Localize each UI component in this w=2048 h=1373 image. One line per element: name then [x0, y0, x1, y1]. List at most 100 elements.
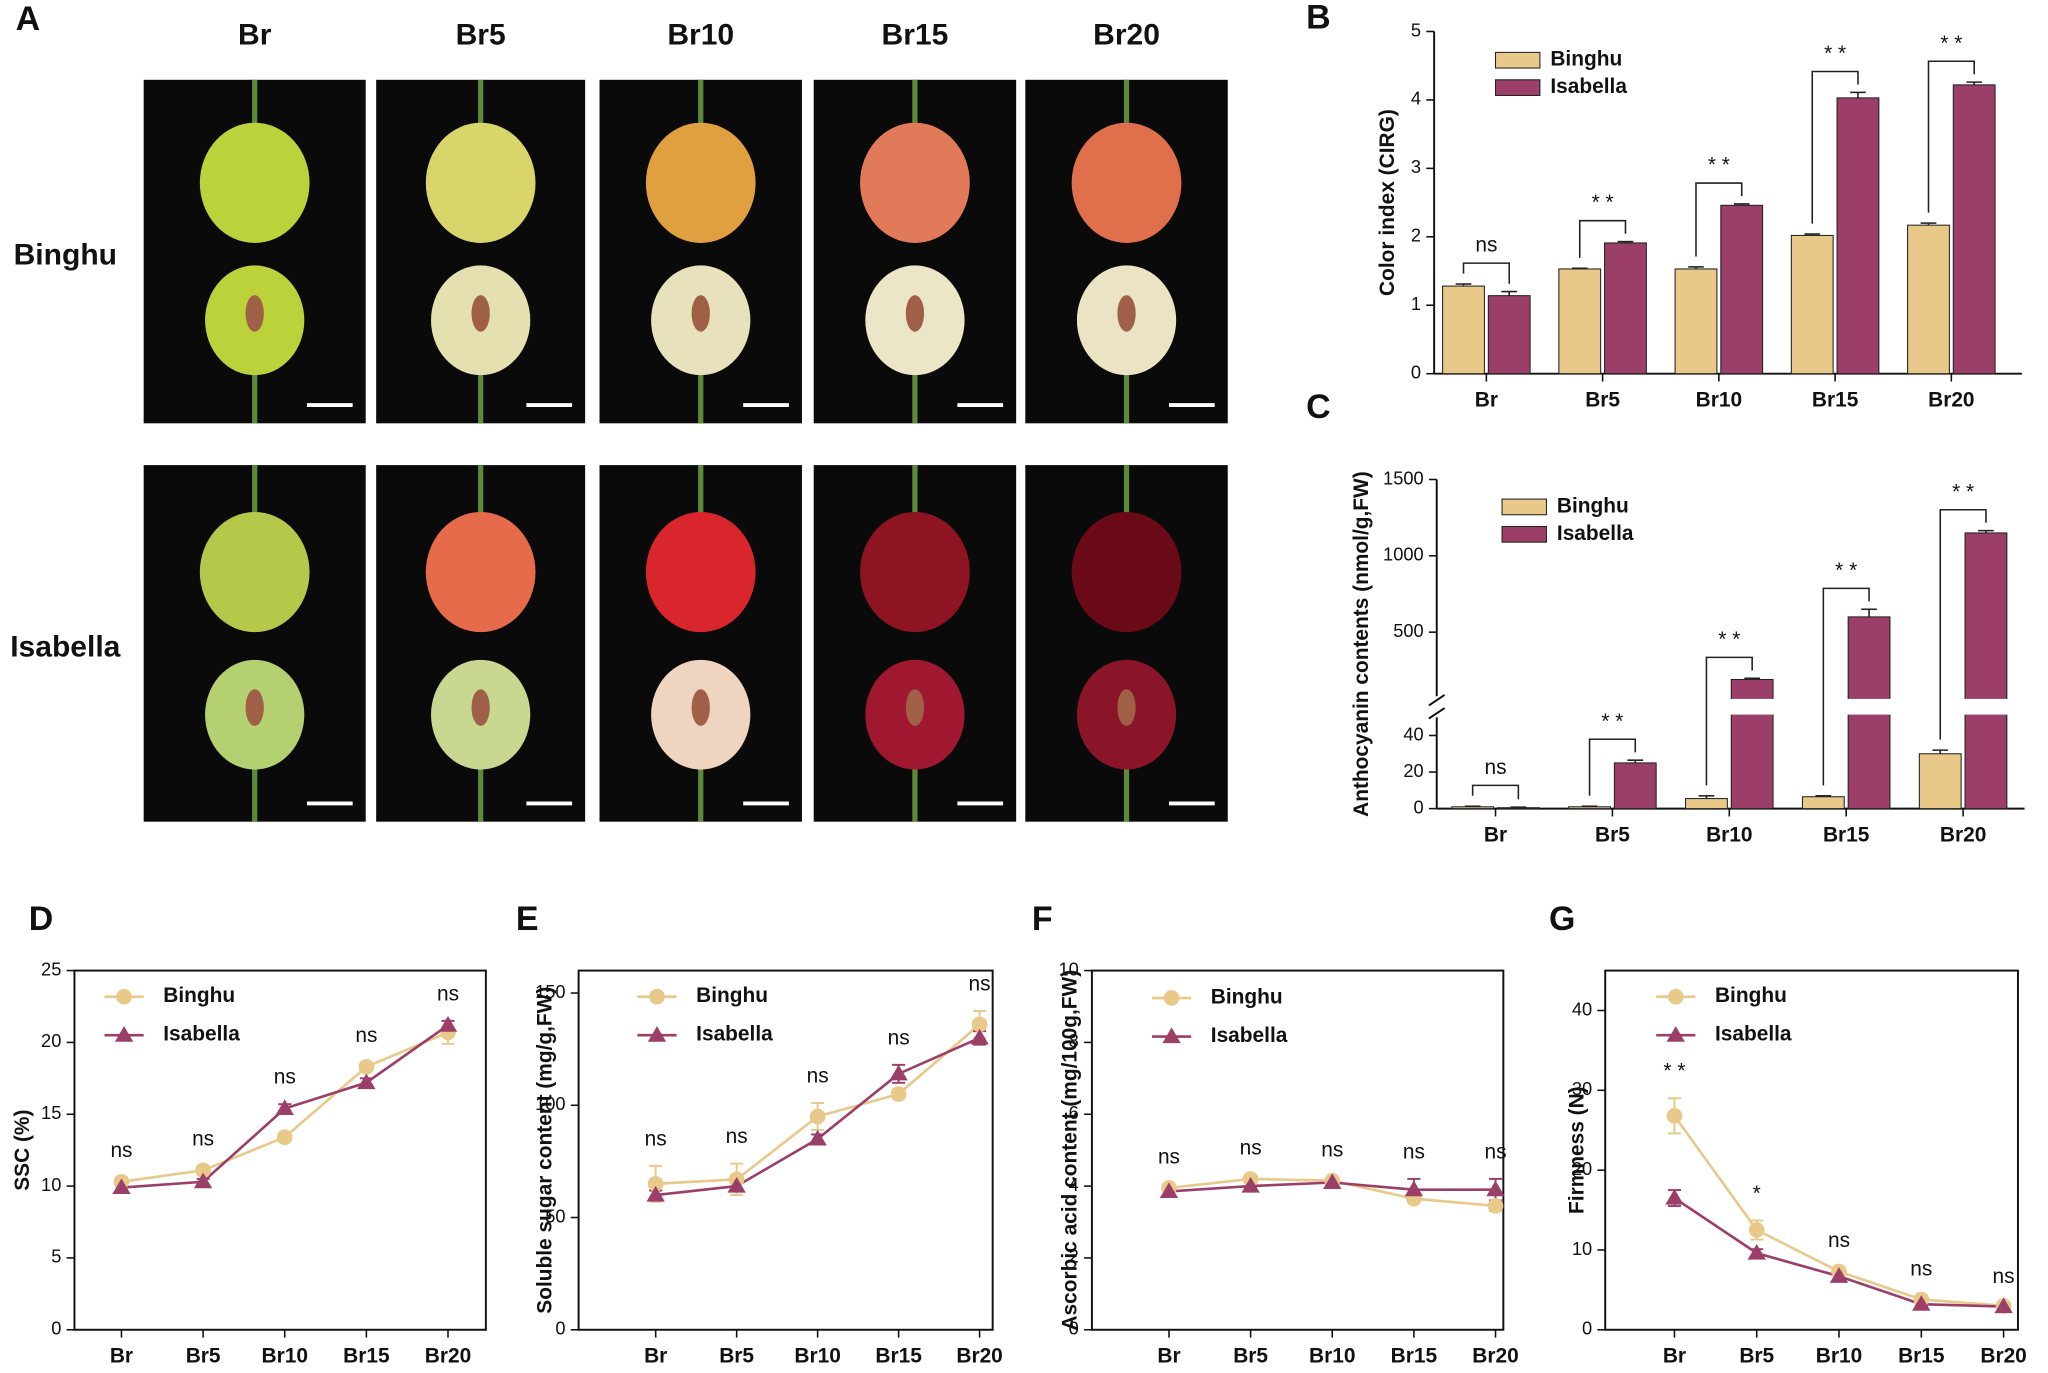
y-tick-label: 500 [1393, 620, 1423, 641]
x-tick-label: Br5 [1595, 824, 1630, 847]
error-bar [1733, 203, 1750, 206]
whole-fruit [425, 122, 536, 243]
panel-label: A [16, 0, 41, 38]
bar [1685, 798, 1728, 810]
x-tick-label: Br [110, 1345, 133, 1368]
pit [471, 295, 490, 332]
error-bar [1698, 795, 1715, 799]
data-point [971, 1016, 988, 1033]
bar [1836, 97, 1880, 375]
significance-label: * * [1940, 32, 1962, 55]
legend-swatch [1494, 79, 1541, 97]
error-bar [1510, 806, 1527, 808]
y-tick-label: 5 [51, 1246, 61, 1267]
bar [1790, 234, 1834, 375]
data-point [438, 1016, 458, 1032]
bar [1674, 268, 1718, 375]
y-tick-label: 40 [1403, 723, 1423, 744]
x-tick-label: Br20 [1928, 389, 1974, 412]
y-axis-label: Color index (CIRG) [1376, 109, 1399, 296]
pit [691, 689, 710, 726]
error-bar [1617, 240, 1634, 243]
y-tick-label: 2 [1411, 225, 1421, 246]
y-tick-label: 4 [1411, 88, 1421, 109]
pit [905, 295, 925, 332]
x-tick-label: Br5 [1233, 1345, 1268, 1368]
data-point [1747, 1243, 1766, 1260]
significance-label: ns [355, 1024, 377, 1047]
bar [1964, 532, 2008, 810]
error-bar [1978, 529, 1994, 533]
legend-label: Binghu [1557, 494, 1629, 517]
y-tick-label: 30 [1572, 1078, 1592, 1099]
data-point [646, 1185, 665, 1202]
y-tick-label: 4 [1069, 1174, 1079, 1195]
whole-fruit [199, 122, 310, 243]
significance-label: ns [1484, 1140, 1506, 1163]
error-bar [1688, 266, 1704, 269]
bar [1442, 285, 1485, 375]
x-tick-label: Br10 [1309, 1345, 1355, 1368]
whole-fruit [645, 512, 756, 633]
pit [905, 689, 925, 726]
x-tick-label: Br10 [1696, 389, 1742, 412]
x-tick-label: Br [1475, 389, 1498, 412]
error-bar [1815, 795, 1832, 797]
y-tick-label: 0 [555, 1318, 565, 1339]
significance-label: ns [1403, 1140, 1425, 1163]
legend-swatch [1501, 525, 1547, 543]
y-tick-label: 10 [1572, 1238, 1592, 1259]
y-tick-label: 100 [535, 1093, 565, 1114]
plot-frame [1604, 969, 2019, 1331]
whole-fruit [199, 512, 310, 633]
significance-bracket [1927, 60, 1975, 213]
legend-label: Binghu [163, 984, 235, 1007]
significance-bracket [1588, 738, 1637, 796]
significance-label: ns [1240, 1137, 1262, 1160]
significance-bracket [1578, 219, 1627, 258]
panel-label: E [516, 900, 539, 938]
y-tick-label: 25 [41, 958, 61, 979]
significance-label: ns [1993, 1265, 2015, 1288]
x-tick-label: Br10 [262, 1345, 308, 1368]
significance-label: * * [1708, 154, 1730, 177]
y-axis-label: Anthocyanin contents (nmol/g,FW) [1350, 471, 1373, 817]
error-bar [1804, 233, 1821, 236]
legend-label: Binghu [696, 984, 768, 1007]
significance-label: ns [1475, 234, 1497, 257]
data-point [112, 1178, 131, 1195]
y-tick-label: 0 [1411, 362, 1421, 383]
data-point [357, 1073, 376, 1090]
y-tick-label: 40 [1572, 998, 1592, 1019]
error-bar [1455, 283, 1472, 287]
x-tick-label: Br15 [875, 1345, 922, 1368]
x-tick-label: Br [644, 1345, 667, 1368]
bar [1952, 84, 1996, 375]
data-point [195, 1162, 211, 1179]
significance-label: ns [1484, 756, 1506, 779]
x-tick-label: Br [1663, 1345, 1686, 1368]
significance-label: * * [1824, 42, 1846, 65]
row-label: Isabella [10, 631, 120, 664]
whole-fruit [1071, 122, 1182, 243]
y-tick-label: 6 [1069, 1102, 1079, 1123]
x-tick-label: Br15 [1898, 1345, 1945, 1368]
x-tick-label: Br5 [1585, 389, 1620, 412]
data-point [809, 1108, 826, 1125]
y-axis-label: Soluble sugar content (mg/g,FW) [533, 987, 556, 1314]
bar [1720, 204, 1764, 375]
y-axis-label: SSC (%) [11, 1110, 34, 1191]
y-tick-label: 2 [1069, 1246, 1079, 1267]
whole-fruit [425, 512, 536, 633]
legend-marker [1667, 988, 1684, 1005]
significance-label: ns [437, 982, 459, 1005]
y-tick-label: 1 [1411, 293, 1421, 314]
significance-bracket [1705, 656, 1753, 786]
y-tick-label: 5 [1411, 19, 1421, 40]
plot-frame [73, 969, 487, 1331]
column-label: Br20 [1093, 19, 1160, 52]
x-tick-label: Br [1157, 1345, 1180, 1368]
y-tick-label: 10 [41, 1174, 61, 1195]
y-tick-label: 0 [1582, 1318, 1592, 1339]
whole-fruit [1071, 512, 1182, 633]
